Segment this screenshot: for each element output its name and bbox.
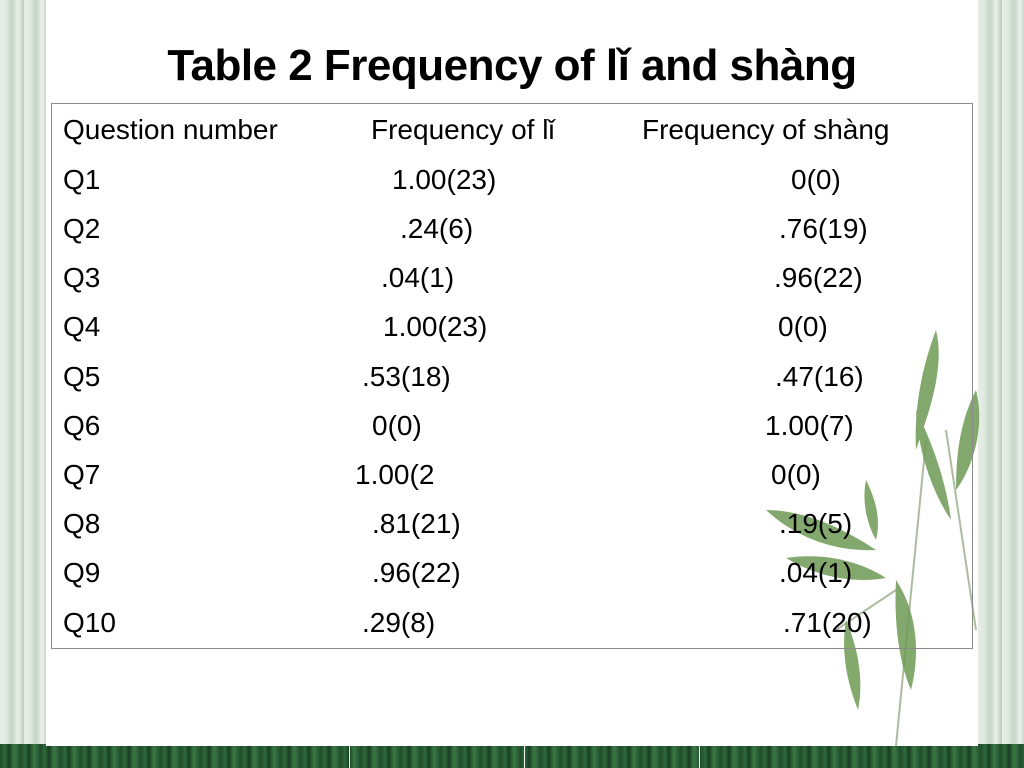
header-frequency-li: Frequency of lǐ (371, 114, 555, 145)
table-row: Q7 1.00(2 0(0) (52, 449, 972, 497)
shang-frequency-cell: 0(0) (778, 311, 828, 342)
question-cell: Q9 (63, 557, 101, 588)
table-row: Q1 1.00(23) 0(0) (52, 154, 972, 202)
table-row: Q3 .04(1) .96(22) (52, 252, 972, 300)
header-question-number: Question number (63, 114, 278, 145)
table-header-row: Question number Frequency of lǐ Frequenc… (52, 104, 972, 152)
shang-frequency-cell: .47(16) (775, 361, 864, 392)
li-frequency-cell: 0(0) (372, 410, 422, 441)
li-frequency-cell: 1.00(23) (392, 164, 497, 195)
li-frequency-cell: .53(18) (362, 361, 451, 392)
question-cell: Q8 (63, 508, 101, 539)
shang-frequency-cell: .71(20) (783, 607, 872, 638)
table-row: Q5 .53(18) .47(16) (52, 351, 972, 399)
question-cell: Q4 (63, 311, 101, 342)
shang-frequency-cell: 1.00(7) (765, 410, 854, 441)
bottom-divider (349, 744, 350, 768)
table-row: Q4 1.00(23) 0(0) (52, 301, 972, 349)
li-frequency-cell: 1.00(2 (355, 459, 435, 490)
shang-frequency-cell: 0(0) (791, 164, 841, 195)
question-cell: Q5 (63, 361, 101, 392)
right-background-strip (978, 0, 1024, 768)
slide-title: Table 2 Frequency of lǐ and shàng (167, 41, 857, 90)
bottom-divider (699, 744, 700, 768)
shang-frequency-cell: .76(19) (779, 213, 868, 244)
li-frequency-cell: .04(1) (381, 262, 455, 293)
slide: Table 2 Frequency of lǐ and shàng Questi… (46, 0, 980, 746)
question-cell: Q2 (63, 213, 101, 244)
li-frequency-cell: 1.00(23) (383, 311, 488, 342)
question-cell: Q7 (63, 459, 101, 490)
left-background-strip (0, 0, 46, 768)
li-frequency-cell: .29(8) (362, 607, 436, 638)
bottom-background-strip (0, 744, 1024, 768)
shang-frequency-cell: .96(22) (774, 262, 863, 293)
li-frequency-cell: .81(21) (372, 508, 461, 539)
shang-frequency-cell: 0(0) (771, 459, 821, 490)
question-cell: Q3 (63, 262, 101, 293)
header-frequency-shang: Frequency of shàng (642, 114, 890, 145)
frequency-table: Question number Frequency of lǐ Frequenc… (51, 103, 973, 649)
bottom-divider (524, 744, 525, 768)
table-row: Q10 .29(8) .71(20) (52, 597, 972, 645)
li-frequency-cell: .96(22) (372, 557, 461, 588)
table-row: Q6 0(0) 1.00(7) (52, 400, 972, 448)
question-cell: Q1 (63, 164, 101, 195)
shang-frequency-cell: .04(1) (779, 557, 853, 588)
table-row: Q2 .24(6) .76(19) (52, 203, 972, 251)
li-frequency-cell: .24(6) (400, 213, 474, 244)
question-cell: Q6 (63, 410, 101, 441)
table-row: Q9 .96(22) .04(1) (52, 547, 972, 595)
table-row: Q8 .81(21) .19(5) (52, 498, 972, 546)
shang-frequency-cell: .19(5) (779, 508, 853, 539)
question-cell: Q10 (63, 607, 116, 638)
